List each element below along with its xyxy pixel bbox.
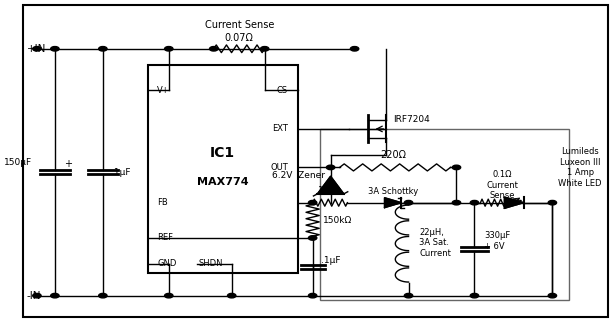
Circle shape xyxy=(351,47,359,51)
Text: 330µF
+ 6V: 330µF + 6V xyxy=(484,232,510,251)
Text: 3A Schottky: 3A Schottky xyxy=(368,187,418,196)
Circle shape xyxy=(33,293,41,298)
Text: FB: FB xyxy=(157,198,168,207)
Circle shape xyxy=(164,47,173,51)
Circle shape xyxy=(470,293,479,298)
Text: Current Sense: Current Sense xyxy=(205,20,274,30)
Circle shape xyxy=(548,200,557,205)
Circle shape xyxy=(452,200,461,205)
Polygon shape xyxy=(384,198,402,208)
Polygon shape xyxy=(317,176,344,194)
Text: 0.1Ω
Current
Sense: 0.1Ω Current Sense xyxy=(486,170,518,200)
Text: .1µF: .1µF xyxy=(111,168,131,177)
Circle shape xyxy=(51,47,59,51)
Text: GND: GND xyxy=(157,259,177,268)
Text: 220Ω: 220Ω xyxy=(381,150,407,160)
Circle shape xyxy=(309,200,317,205)
Circle shape xyxy=(164,293,173,298)
Text: 150kΩ: 150kΩ xyxy=(323,216,352,225)
Circle shape xyxy=(99,293,107,298)
Circle shape xyxy=(452,165,461,170)
Text: +IN: +IN xyxy=(26,44,46,54)
Circle shape xyxy=(326,165,335,170)
Text: REF: REF xyxy=(157,233,173,242)
Circle shape xyxy=(99,47,107,51)
Text: OUT: OUT xyxy=(270,163,288,172)
Text: 22µH,
3A Sat.
Current: 22µH, 3A Sat. Current xyxy=(419,228,451,258)
Text: .1µF: .1µF xyxy=(321,256,341,265)
Circle shape xyxy=(51,293,59,298)
Text: Lumileds
Luxeon III
1 Amp
White LED: Lumileds Luxeon III 1 Amp White LED xyxy=(558,147,602,187)
Circle shape xyxy=(261,47,269,51)
Circle shape xyxy=(404,200,413,205)
Circle shape xyxy=(309,293,317,298)
Circle shape xyxy=(227,293,236,298)
Circle shape xyxy=(470,200,479,205)
Circle shape xyxy=(309,236,317,240)
Text: SHDN: SHDN xyxy=(199,259,223,268)
Circle shape xyxy=(548,293,557,298)
Text: IC1: IC1 xyxy=(210,146,235,160)
Text: IRF7204: IRF7204 xyxy=(394,116,431,125)
Circle shape xyxy=(404,293,413,298)
Circle shape xyxy=(209,47,218,51)
Text: -IN: -IN xyxy=(26,291,41,301)
Text: CS: CS xyxy=(277,86,288,95)
Text: +: + xyxy=(65,158,73,168)
Text: 10kΩ: 10kΩ xyxy=(318,186,342,195)
Text: 150µF: 150µF xyxy=(4,158,32,167)
Circle shape xyxy=(33,47,41,51)
Text: V+: V+ xyxy=(157,86,170,95)
Text: MAX774: MAX774 xyxy=(197,177,248,187)
Polygon shape xyxy=(505,197,524,208)
Text: 0.07Ω: 0.07Ω xyxy=(225,33,254,43)
Text: EXT: EXT xyxy=(272,124,288,133)
FancyBboxPatch shape xyxy=(148,65,298,273)
Text: 6.2V  Zener: 6.2V Zener xyxy=(272,171,325,180)
